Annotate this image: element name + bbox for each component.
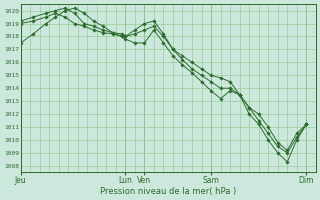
- X-axis label: Pression niveau de la mer( hPa ): Pression niveau de la mer( hPa ): [100, 187, 236, 196]
